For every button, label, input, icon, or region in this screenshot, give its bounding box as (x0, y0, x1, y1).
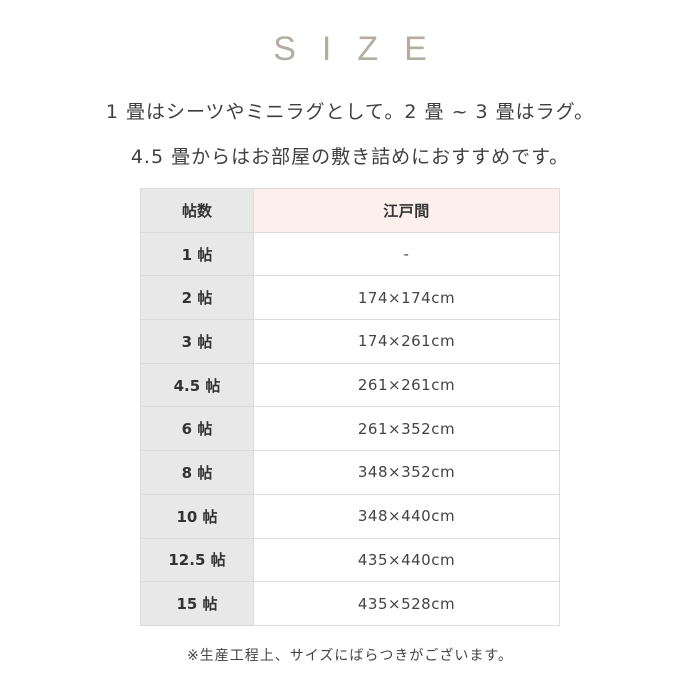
footnote: ※生産工程上、サイズにばらつきがございます。 (187, 648, 513, 664)
description-line-2: 4.5 畳からはお部屋の敷き詰めにおすすめです。 (130, 146, 570, 168)
table-row: 8 帖 348×352cm (140, 450, 560, 495)
table-row: 10 帖 348×440cm (140, 493, 560, 539)
description-line-1: 1 畳はシーツやミニラグとして。2 畳 ~ 3 畳はラグ。 (105, 101, 595, 123)
size-cell: 174×174cm (253, 275, 560, 321)
table-row: 6 帖 261×352cm (140, 406, 560, 452)
table-row: 15 帖 435×528cm (140, 581, 560, 626)
size-cell: 348×440cm (253, 493, 560, 539)
size-cell: 261×352cm (253, 406, 560, 452)
tatami-cell: 1 帖 (140, 231, 254, 277)
tatami-cell: 6 帖 (140, 406, 254, 452)
table-row: 4.5 帖 261×261cm (140, 362, 560, 408)
tatami-cell: 8 帖 (140, 450, 254, 495)
table-row: 3 帖 174×261cm (140, 319, 560, 364)
header-tatami-count: 帖数 (140, 188, 254, 233)
table-header-row: 帖数 江戸間 (140, 188, 560, 233)
table-row: 2 帖 174×174cm (140, 275, 560, 321)
table-row: 12.5 帖 435×440cm (140, 537, 560, 583)
size-cell: 261×261cm (253, 362, 560, 408)
size-cell: - (253, 231, 560, 277)
tatami-cell: 15 帖 (140, 581, 254, 626)
tatami-cell: 4.5 帖 (140, 362, 254, 408)
tatami-cell: 12.5 帖 (140, 537, 254, 583)
size-table: 帖数 江戸間 1 帖-2 帖 174×174cm 3 帖 174×261cm 4.5 帖… (140, 188, 560, 626)
size-cell: 435×440cm (253, 537, 560, 583)
size-cell: 435×528cm (253, 581, 560, 626)
size-cell: 174×261cm (253, 319, 560, 364)
tatami-cell: 2 帖 (140, 275, 254, 321)
tatami-cell: 10 帖 (140, 493, 254, 539)
header-edoma: 江戸間 (253, 188, 560, 233)
tatami-cell: 3 帖 (140, 319, 254, 364)
table-row: 1 帖- (140, 231, 560, 277)
page-title: SIZE (273, 30, 453, 68)
size-cell: 348×352cm (253, 450, 560, 495)
